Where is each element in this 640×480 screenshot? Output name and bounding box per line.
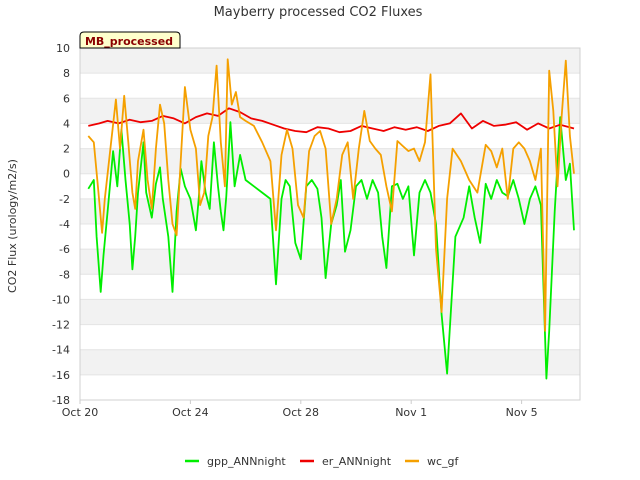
plot-band xyxy=(80,148,580,174)
y-tick-label: -8 xyxy=(59,268,70,281)
plot-band xyxy=(80,48,580,74)
plot-band xyxy=(80,349,580,375)
y-tick-label: -10 xyxy=(52,293,70,306)
y-tick-label: 2 xyxy=(63,143,70,156)
x-tick-label: Oct 24 xyxy=(172,406,209,419)
chart-title: Mayberry processed CO2 Fluxes xyxy=(214,5,423,20)
legend-label: gpp_ANNnight xyxy=(207,455,286,468)
legend-label: wc_gf xyxy=(427,455,460,468)
y-tick-label: 6 xyxy=(63,92,70,105)
x-tick-label: Nov 5 xyxy=(506,406,538,419)
y-tick-label: -14 xyxy=(52,344,70,357)
y-tick-label: 10 xyxy=(56,42,70,55)
y-tick-label: 0 xyxy=(63,168,70,181)
plot-band xyxy=(80,73,580,99)
x-tick-label: Oct 28 xyxy=(283,406,320,419)
plot-band xyxy=(80,374,580,400)
plot-band xyxy=(80,173,580,199)
plot-band xyxy=(80,249,580,275)
y-tick-label: -6 xyxy=(59,243,70,256)
plot-band xyxy=(80,123,580,149)
y-axis-ticks: -18 -16 -14 -12 -10 -8 -6 -4 -2 0 2 4 6 8 10 xyxy=(52,42,70,407)
badge-label: MB_processed xyxy=(85,35,173,48)
y-axis-label: CO2 Flux (urology/m2/s) xyxy=(6,159,19,293)
series-line-er_ANNnight xyxy=(88,107,575,134)
y-tick-label: -4 xyxy=(59,218,70,231)
y-tick-label: -12 xyxy=(52,319,70,332)
legend-label: er_ANNnight xyxy=(322,455,392,468)
plot-band xyxy=(80,274,580,300)
x-tick-label: Oct 20 xyxy=(62,406,99,419)
y-tick-label: 4 xyxy=(63,117,70,130)
badge-tab xyxy=(79,31,181,49)
plot-band xyxy=(80,299,580,325)
series-lines xyxy=(87,58,575,380)
y-tick-label: 8 xyxy=(63,67,70,80)
plot-frame xyxy=(79,47,581,401)
x-axis-ticks: Oct 20 Oct 24 Oct 28 Nov 1 Nov 5 xyxy=(62,400,538,419)
legend: gpp_ANNnight er_ANNnight wc_gf xyxy=(185,455,460,468)
y-tick-label: -18 xyxy=(52,394,70,407)
x-tick-label: Nov 1 xyxy=(395,406,427,419)
plot-band xyxy=(80,324,580,350)
processed-badge: MB_processed xyxy=(79,31,181,49)
series-line-gpp_ANNnight xyxy=(87,116,575,380)
y-tick-label: -16 xyxy=(52,369,70,382)
y-tick-label: -2 xyxy=(59,193,70,206)
series-line-wc_gf xyxy=(87,58,575,332)
